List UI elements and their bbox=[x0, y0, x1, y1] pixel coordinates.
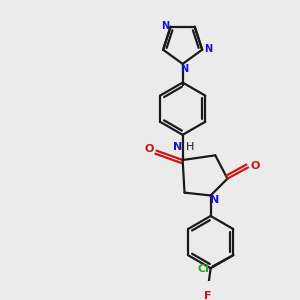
Text: N: N bbox=[210, 195, 219, 205]
Text: Cl: Cl bbox=[197, 264, 209, 274]
Text: N: N bbox=[161, 21, 169, 31]
Text: N: N bbox=[181, 64, 189, 74]
Text: O: O bbox=[251, 160, 260, 171]
Text: O: O bbox=[144, 144, 154, 154]
Text: N: N bbox=[173, 142, 183, 152]
Text: N: N bbox=[204, 44, 212, 54]
Text: F: F bbox=[204, 291, 212, 300]
Text: H: H bbox=[186, 142, 194, 152]
